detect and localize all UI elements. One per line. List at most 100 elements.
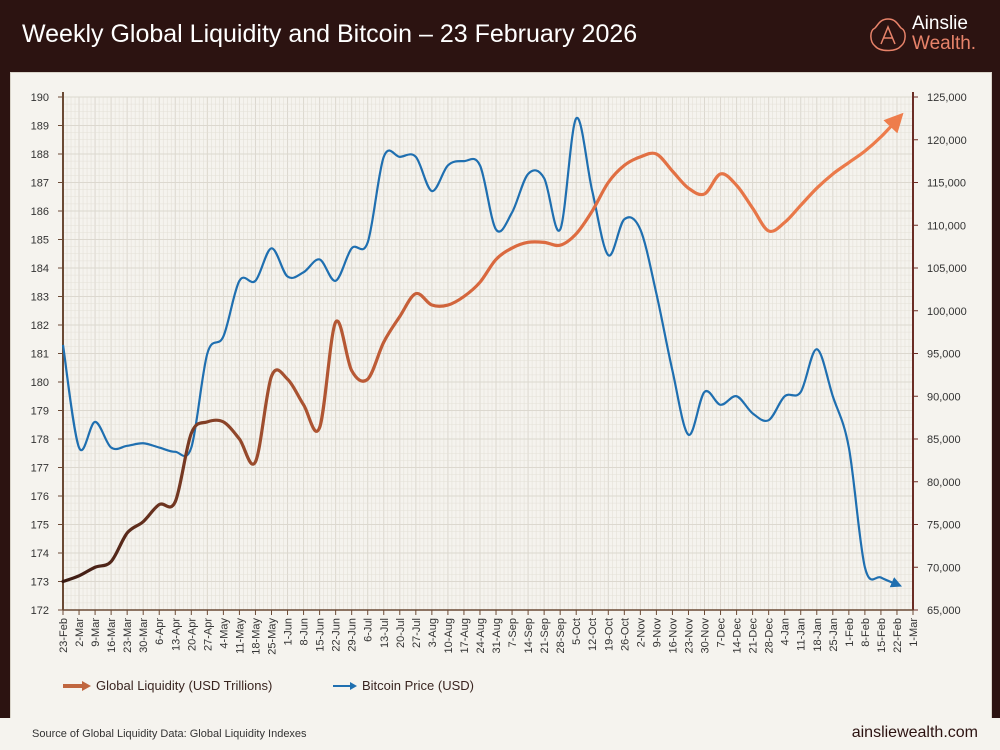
x-tick-label: 16-Nov (667, 618, 679, 654)
legend-item-liquidity: Global Liquidity (USD Trillions) (62, 678, 272, 693)
x-tick-label: 21-Dec (748, 618, 760, 654)
x-tick-label: 13-Apr (170, 618, 182, 651)
logo: Ainslie Wealth. (868, 14, 988, 58)
x-tick-label: 30-Mar (138, 618, 150, 653)
right-tick-label: 75,000 (927, 520, 961, 532)
source-note: Source of Global Liquidity Data: Global … (32, 728, 307, 740)
legend-label-bitcoin: Bitcoin Price (USD) (362, 678, 474, 693)
x-tick-label: 19-Oct (603, 618, 615, 651)
left-tick-label: 185 (31, 235, 49, 247)
axes: 172 173 174 175 176 177 178 179 180 181 182 183 184 1… (31, 92, 967, 655)
x-tick-label: 31-Aug (491, 618, 503, 653)
x-tick-label: 8-Jun (299, 618, 311, 646)
legend-arrow-bitcoin-icon (333, 681, 357, 690)
left-tick-label: 177 (31, 463, 49, 475)
x-tick-label: 5-Oct (571, 618, 583, 645)
x-tick-label: 25-May (266, 618, 278, 655)
x-tick-label: 29-Jun (347, 618, 359, 652)
right-tick-label: 115,000 (927, 178, 966, 190)
x-tick-label: 7-Dec (716, 618, 728, 648)
header: Weekly Global Liquidity and Bitcoin – 23… (0, 0, 1000, 72)
x-tick-label: 12-Oct (587, 618, 599, 651)
x-tick-label: 27-Jul (411, 618, 423, 648)
x-tick-label: 22-Feb (892, 618, 904, 653)
left-tick-label: 179 (31, 406, 49, 418)
right-tick-label: 65,000 (927, 605, 961, 617)
x-tick-label: 18-Jan (812, 618, 824, 652)
left-tick-label: 180 (31, 377, 49, 389)
left-tick-label: 178 (31, 434, 49, 446)
left-tick-label: 173 (31, 577, 49, 589)
right-tick-label: 100,000 (927, 306, 967, 318)
right-tick-label: 85,000 (927, 434, 961, 446)
left-tick-label: 172 (31, 605, 49, 617)
legend-label-liquidity: Global Liquidity (USD Trillions) (96, 678, 273, 693)
x-tick-label: 1-Jun (283, 618, 295, 646)
x-tick-label: 24-Aug (475, 618, 487, 653)
global-liquidity-line (61, 112, 904, 584)
page-title: Weekly Global Liquidity and Bitcoin – 23… (22, 20, 638, 48)
right-tick-label: 120,000 (927, 135, 967, 147)
x-tick-label: 9-Mar (90, 618, 102, 647)
x-tick-label: 20-Jul (395, 618, 407, 648)
x-tick-label: 28-Sep (555, 618, 567, 653)
x-tick-label: 11-Jan (796, 618, 808, 651)
x-tick-label: 2-Mar (74, 618, 86, 647)
right-tick-label: 70,000 (927, 562, 961, 574)
x-tick-label: 28-Dec (764, 618, 776, 654)
logo-text-line1: Ainslie (912, 13, 968, 34)
x-tick-label: 9-Nov (651, 618, 663, 648)
x-tick-label: 8-Feb (860, 618, 872, 647)
legend-item-bitcoin: Bitcoin Price (USD) (332, 678, 474, 693)
x-tick-label: 6-Apr (154, 618, 166, 645)
x-tick-label: 14-Dec (732, 618, 744, 654)
x-tick-label: 7-Sep (507, 618, 519, 647)
right-tick-label: 105,000 (927, 263, 967, 275)
logo-icon (870, 18, 906, 52)
right-tick-label: 95,000 (927, 349, 961, 361)
x-tick-label: 1-Feb (844, 618, 856, 647)
legend-arrow-liquidity-icon (63, 680, 91, 691)
left-tick-label: 176 (31, 491, 49, 503)
x-tick-label: 6-Jul (363, 618, 375, 642)
x-tick-label: 21-Sep (539, 618, 551, 653)
x-tick-label: 14-Sep (523, 618, 535, 653)
grid (62, 96, 914, 611)
series-lines (61, 112, 904, 588)
left-tick-label: 184 (31, 263, 49, 275)
chart: 172 173 174 175 176 177 178 179 180 181 182 183 184 1… (31, 92, 967, 655)
x-tick-label: 23-Nov (683, 618, 695, 654)
x-tick-label: 25-Jan (828, 618, 840, 652)
x-tick-label: 1-Mar (908, 618, 920, 647)
x-tick-label: 4-May (218, 618, 230, 649)
x-tick-label: 4-Jan (780, 618, 792, 646)
x-tick-label: 26-Oct (619, 618, 631, 651)
x-tick-label: 27-Apr (202, 618, 214, 651)
left-tick-label: 188 (31, 149, 49, 161)
x-tick-label: 11-May (234, 618, 246, 654)
logo-text-line2: Wealth. (912, 33, 977, 54)
x-tick-label: 22-Jun (331, 618, 343, 652)
left-tick-label: 190 (31, 92, 49, 104)
x-tick-label: 23-Mar (122, 618, 134, 653)
left-tick-label: 181 (31, 349, 49, 361)
right-tick-label: 80,000 (927, 477, 961, 489)
right-tick-label: 110,000 (927, 220, 966, 232)
left-tick-label: 175 (31, 520, 49, 532)
x-tick-label: 13-Jul (379, 618, 391, 648)
left-tick-label: 189 (31, 121, 49, 133)
x-tick-label: 17-Aug (459, 618, 471, 653)
left-tick-label: 182 (31, 320, 49, 332)
x-tick-label: 10-Aug (443, 618, 455, 653)
x-tick-label: 3-Aug (427, 618, 439, 647)
website-link[interactable]: ainsliewealth.com (851, 724, 978, 741)
x-tick-label: 15-Feb (876, 618, 888, 653)
x-tick-label: 16-Mar (106, 618, 118, 653)
x-tick-label: 20-Apr (186, 618, 198, 651)
footer: Source of Global Liquidity Data: Global … (0, 718, 1000, 750)
x-tick-label: 2-Nov (635, 618, 647, 648)
left-tick-label: 187 (31, 178, 49, 190)
right-tick-label: 90,000 (927, 391, 961, 403)
x-tick-label: 30-Nov (700, 618, 712, 654)
right-tick-label: 125,000 (927, 92, 967, 104)
